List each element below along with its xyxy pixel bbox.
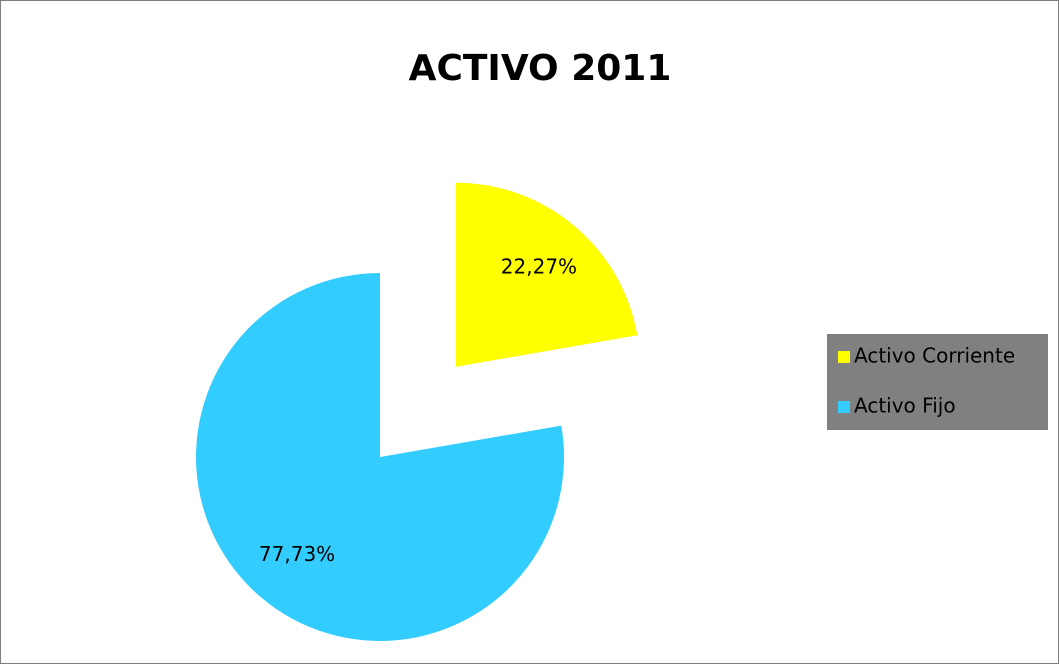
pie-slice: [455, 182, 638, 367]
legend-box: [827, 334, 1048, 430]
legend-label: Activo Corriente: [854, 344, 1015, 368]
legend-label: Activo Fijo: [854, 394, 956, 418]
data-label: 77,73%: [259, 542, 335, 566]
pie-slice: [196, 273, 564, 641]
legend-swatch: [838, 401, 850, 413]
legend-swatch: [838, 351, 850, 363]
data-label: 22,27%: [501, 255, 577, 279]
chart-title: ACTIVO 2011: [409, 48, 672, 89]
